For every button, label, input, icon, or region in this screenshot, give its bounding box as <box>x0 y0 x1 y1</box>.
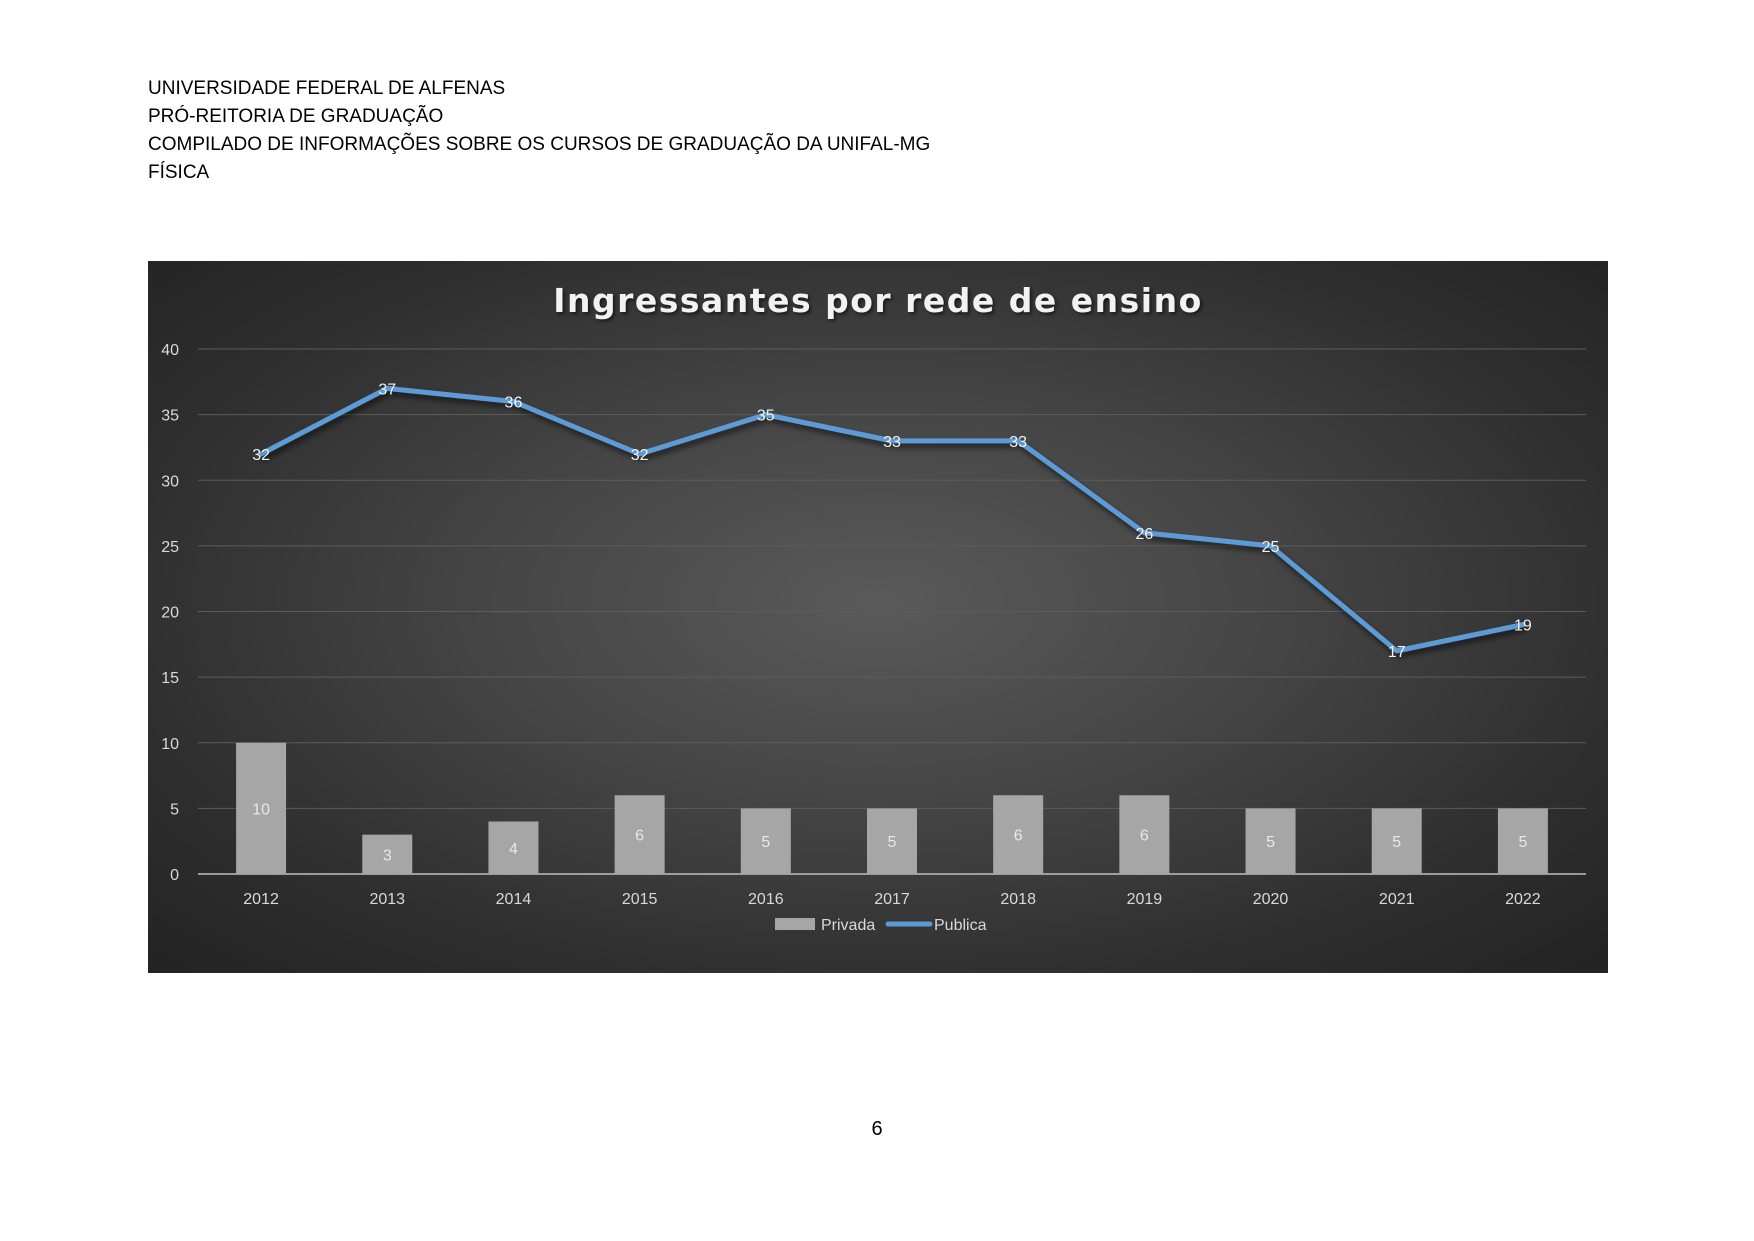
legend-label-privada: Privada <box>821 917 875 934</box>
line-data-label: 17 <box>1388 644 1406 661</box>
bar <box>740 808 791 874</box>
line-data-label: 36 <box>505 395 523 412</box>
document-header: UNIVERSIDADE FEDERAL DE ALFENAS PRÓ-REIT… <box>148 75 930 187</box>
bar-data-label: 5 <box>761 834 770 851</box>
line-data-label: 25 <box>1262 539 1280 556</box>
y-tick-label: 5 <box>170 801 179 818</box>
bar-data-label: 6 <box>635 828 644 845</box>
bar-data-label: 6 <box>1140 828 1149 845</box>
x-tick-label: 2012 <box>243 891 279 908</box>
line-data-label: 32 <box>631 447 649 464</box>
bar <box>867 808 917 874</box>
y-tick-label: 30 <box>161 473 179 490</box>
bar-data-label: 5 <box>888 834 897 851</box>
header-course: FÍSICA <box>148 162 210 183</box>
bar <box>488 821 539 874</box>
y-tick-label: 20 <box>161 605 179 622</box>
legend-swatch-privada <box>775 918 815 930</box>
x-tick-label: 2017 <box>874 891 910 908</box>
x-tick-label: 2014 <box>496 891 532 908</box>
line-data-label: 32 <box>252 447 270 464</box>
line-data-label: 33 <box>1009 434 1027 451</box>
y-tick-label: 0 <box>170 867 179 884</box>
bar-data-label: 4 <box>509 841 518 858</box>
header-department: PRÓ-REITORIA DE GRADUAÇÃO <box>148 106 444 127</box>
x-tick-label: 2019 <box>1127 891 1163 908</box>
x-tick-label: 2020 <box>1253 891 1289 908</box>
line-data-label: 35 <box>757 408 775 425</box>
bar-data-label: 5 <box>1518 834 1527 851</box>
x-tick-label: 2013 <box>369 891 405 908</box>
bar <box>236 742 287 874</box>
bar-data-label: 5 <box>1266 834 1275 851</box>
x-tick-label: 2018 <box>1000 891 1036 908</box>
bar <box>1497 808 1548 874</box>
chart-container: Ingressantes por rede de ensino 0 5 10 15 20… <box>148 261 1608 973</box>
y-tick-label: 10 <box>161 736 179 753</box>
header-report-title: COMPILADO DE INFORMAÇÕES SOBRE OS CURSOS… <box>148 134 931 155</box>
bar <box>993 795 1044 874</box>
bar <box>362 834 413 874</box>
line-data-label: 37 <box>378 381 396 398</box>
x-tick-label: 2021 <box>1379 891 1415 908</box>
bar <box>1245 808 1296 874</box>
bar-data-label: 6 <box>1014 828 1023 845</box>
chart-plot: 0 5 10 15 20 25 30 35 40 10 3 4 6 5 5 6 6 5 5 5 32 37 36 32 35 33… <box>161 342 1586 934</box>
legend-label-publica: Publica <box>934 917 987 934</box>
y-tick-label: 35 <box>161 408 179 425</box>
bar-data-label: 5 <box>1392 834 1401 851</box>
line-data-label: 26 <box>1135 526 1153 543</box>
line-data-label: 33 <box>883 434 901 451</box>
line-data-label: 19 <box>1514 618 1532 635</box>
bar-data-label: 10 <box>252 801 270 818</box>
bar-data-label: 3 <box>383 847 392 864</box>
series-line-publica <box>258 385 1526 654</box>
bar <box>614 795 665 874</box>
y-tick-label: 25 <box>161 539 179 556</box>
chart-title: Ingressantes por rede de ensino <box>553 281 1203 320</box>
page-number: 6 <box>871 1118 883 1140</box>
bar <box>1119 795 1170 874</box>
bar <box>1371 808 1422 874</box>
x-tick-label: 2016 <box>748 891 784 908</box>
x-tick-label: 2022 <box>1505 891 1541 908</box>
y-tick-label: 40 <box>161 342 179 359</box>
x-tick-label: 2015 <box>622 891 658 908</box>
header-university: UNIVERSIDADE FEDERAL DE ALFENAS <box>148 78 506 99</box>
y-tick-label: 15 <box>161 670 179 687</box>
